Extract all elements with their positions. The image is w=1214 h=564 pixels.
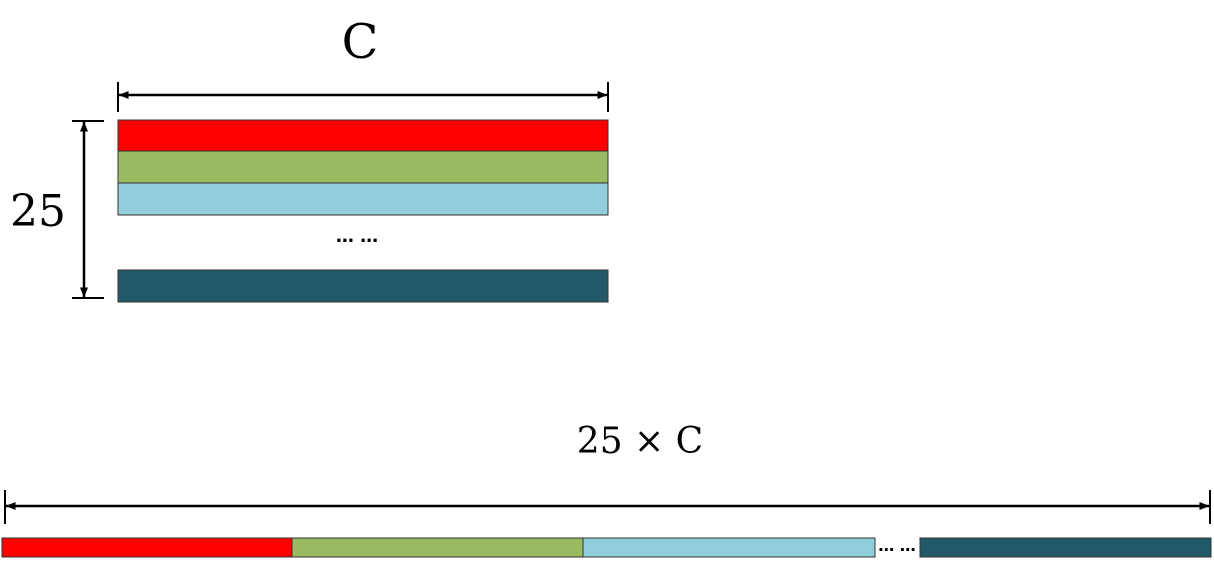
vector-segment-last (919, 537, 1212, 558)
matrix-row-last (117, 269, 609, 303)
height-label: 25 (10, 186, 66, 237)
length-label: 25 × C (577, 421, 703, 462)
vector-ellipsis: … … (878, 536, 916, 555)
matrix-ellipsis: … … (336, 226, 378, 247)
matrix-row-2 (117, 150, 609, 184)
bottom-vector: 25 × C … … (1, 421, 1212, 558)
top-matrix: C 25 … … (10, 14, 609, 303)
vector-segment-1 (1, 537, 293, 558)
matrix-row-1 (117, 119, 609, 152)
matrix-row-3 (117, 182, 609, 216)
vector-segment-2 (291, 537, 584, 558)
vector-segment-3 (582, 537, 876, 558)
width-label: C (342, 14, 379, 70)
